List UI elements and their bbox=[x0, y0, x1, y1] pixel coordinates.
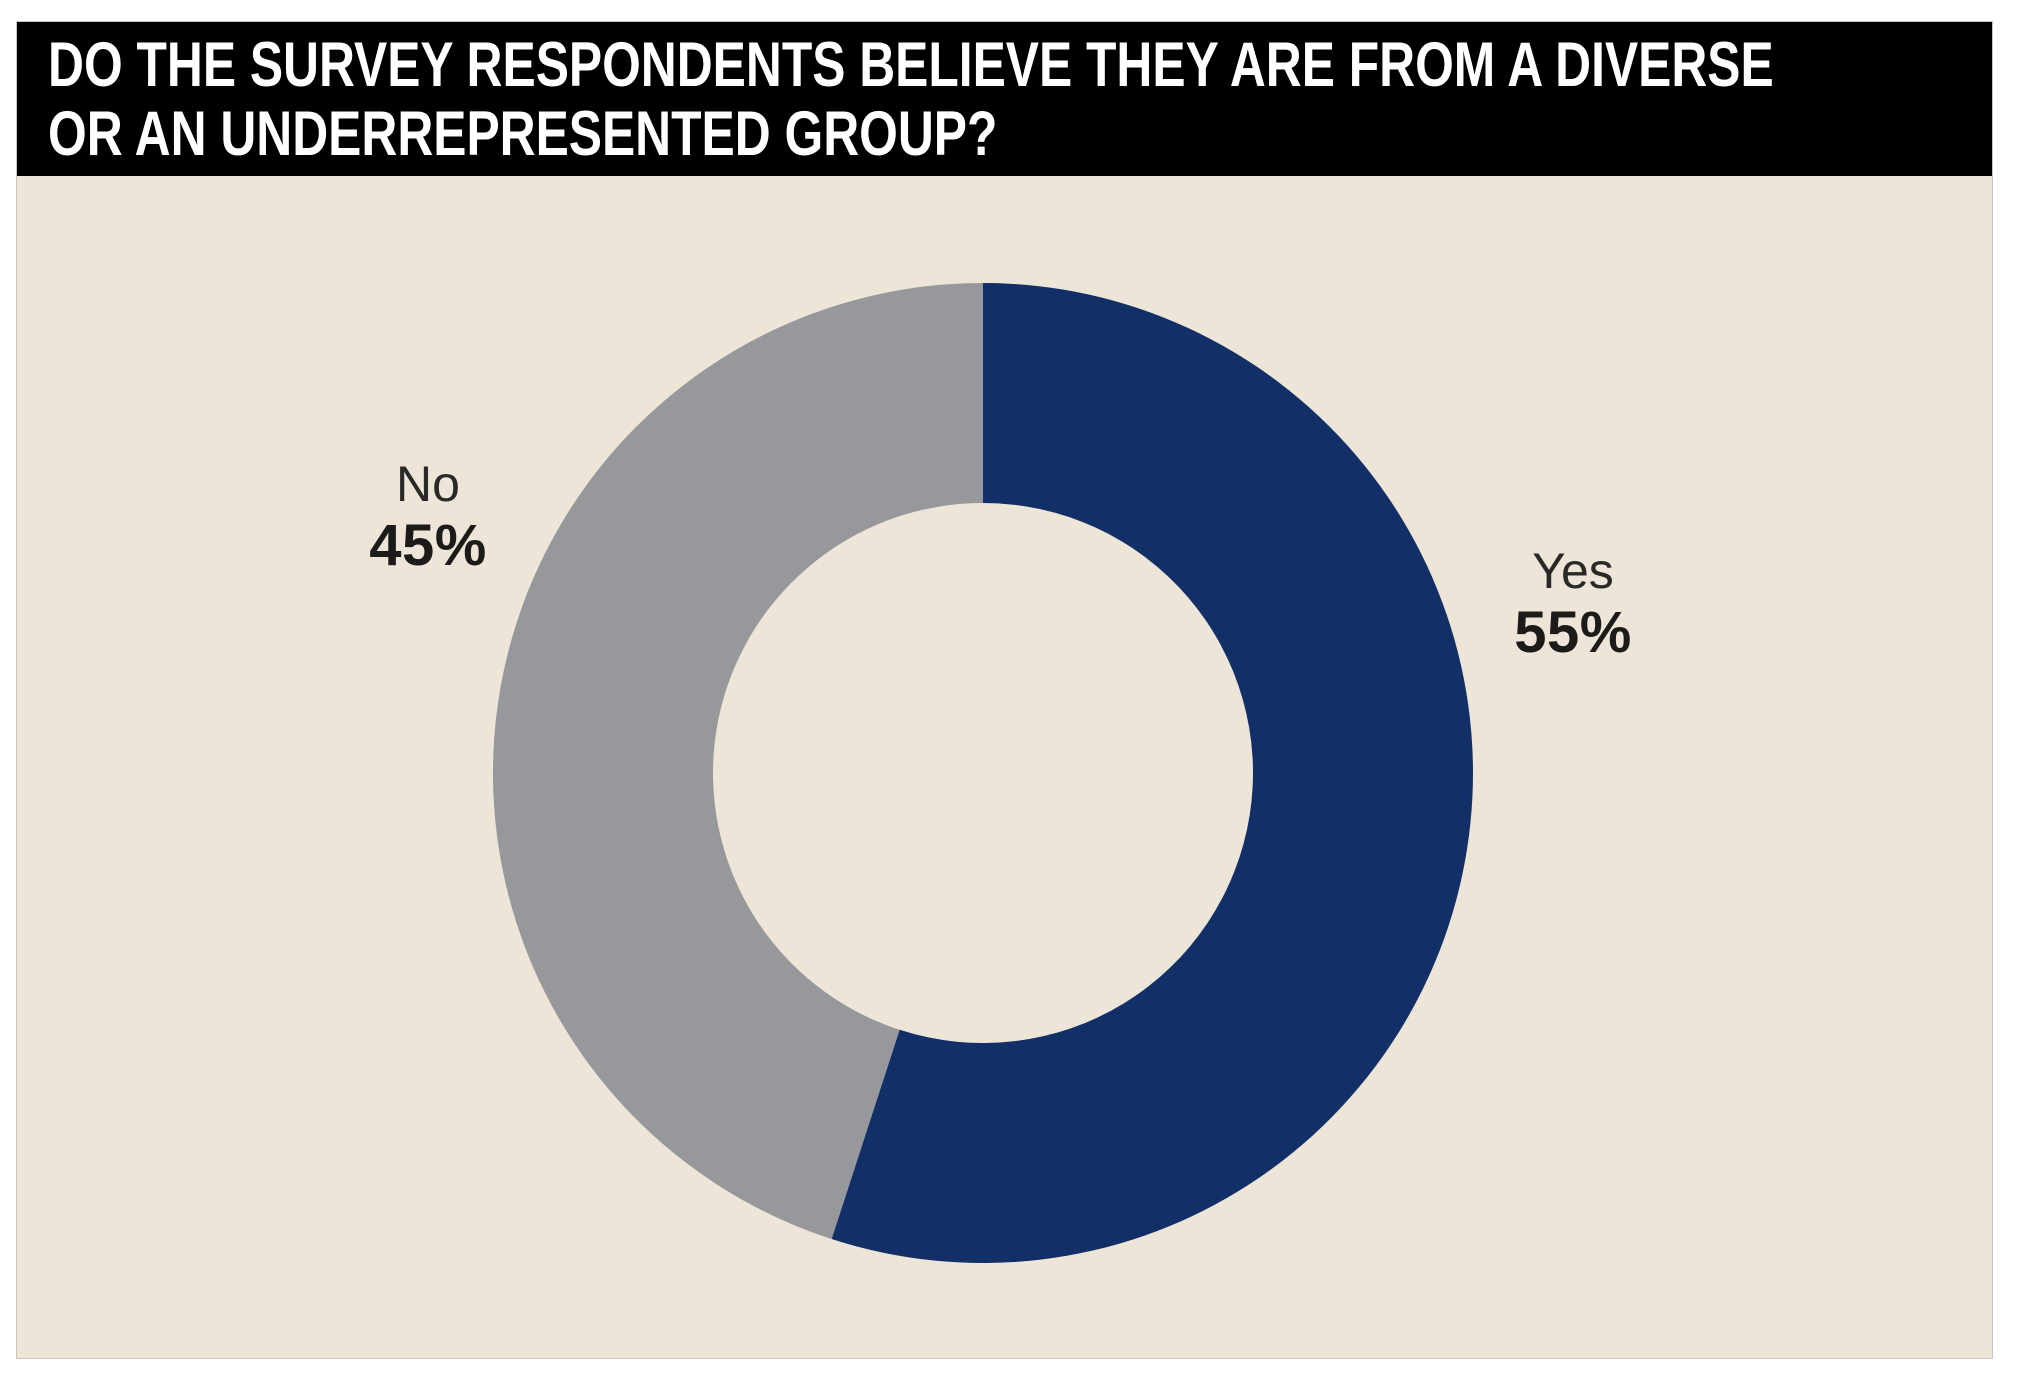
donut-chart-panel: No 45% Yes 55% bbox=[17, 176, 1992, 1358]
donut-slice-no bbox=[492, 283, 983, 1240]
donut-slice-yes bbox=[831, 283, 1473, 1263]
slice-label-yes: Yes 55% bbox=[1514, 542, 1632, 666]
slice-label-no-name: No bbox=[396, 456, 460, 512]
donut-svg bbox=[492, 283, 1473, 1263]
slice-label-no: No 45% bbox=[369, 455, 487, 579]
infographic-figure: DO THE SURVEY RESPONDENTS BELIEVE THEY A… bbox=[16, 21, 1993, 1359]
page-title-line-2: OR AN UNDERREPRESENTED GROUP? bbox=[48, 99, 998, 169]
slice-label-yes-name: Yes bbox=[1532, 543, 1614, 599]
slice-label-yes-value: 55% bbox=[1514, 600, 1632, 665]
page-title-line-1: DO THE SURVEY RESPONDENTS BELIEVE THEY A… bbox=[48, 30, 1774, 100]
slice-label-no-value: 45% bbox=[369, 513, 487, 578]
title-bar: DO THE SURVEY RESPONDENTS BELIEVE THEY A… bbox=[17, 22, 1992, 176]
